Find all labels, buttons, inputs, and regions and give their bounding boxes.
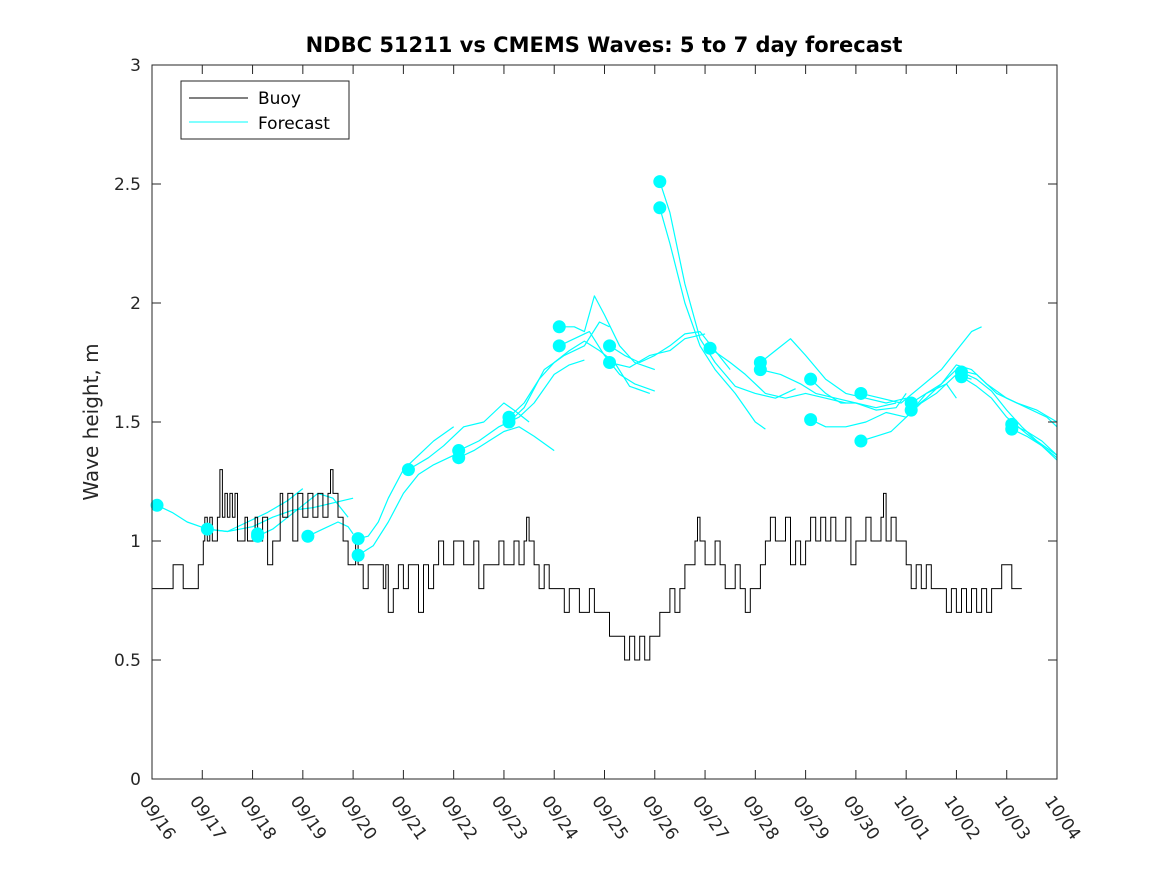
forecast-line: [508, 340, 650, 418]
legend-buoy-label: Buoy: [258, 89, 301, 109]
forecast-marker: [804, 372, 818, 386]
forecast-marker: [150, 498, 164, 512]
ticks-layer: [151, 64, 1058, 780]
forecast-line: [559, 295, 655, 371]
forecast-line: [307, 521, 354, 537]
forecast-marker: [653, 175, 667, 189]
forecast-line: [1011, 423, 1058, 456]
forecast-marker: [804, 413, 818, 427]
forecast-marker: [401, 463, 415, 477]
forecast-line: [910, 369, 1058, 423]
forecast-marker: [452, 451, 466, 465]
series-layer: [150, 175, 1058, 661]
forecast-marker: [502, 415, 516, 429]
forecast-line: [357, 426, 455, 540]
y-axis-title: Wave height, m: [79, 343, 103, 500]
forecast-line: [659, 207, 766, 430]
forecast-line: [559, 331, 656, 392]
legend: Buoy Forecast: [180, 80, 350, 140]
forecast-line: [1011, 428, 1058, 459]
y-tick-label: 0.5: [114, 651, 141, 671]
forecast-line: [458, 359, 585, 452]
forecast-line: [961, 371, 1058, 456]
forecast-line: [810, 378, 907, 411]
forecast-line: [760, 369, 897, 409]
y-tick-label: 2.5: [114, 175, 141, 195]
y-tick-label: 2: [130, 294, 141, 314]
forecast-marker: [200, 522, 214, 536]
forecast-marker: [351, 532, 365, 546]
forecast-marker: [301, 529, 315, 543]
forecast-line: [408, 402, 530, 471]
forecast-marker: [351, 548, 365, 562]
forecast-line: [357, 454, 454, 556]
plot-area: [150, 64, 1058, 780]
y-tick-label: 0: [130, 770, 141, 790]
y-tick-label: 1.5: [114, 413, 141, 433]
forecast-marker: [552, 339, 566, 353]
forecast-marker: [552, 320, 566, 334]
plot-background: [152, 65, 1057, 779]
forecast-marker: [854, 434, 868, 448]
forecast-marker: [753, 363, 767, 377]
legend-box: [180, 80, 350, 140]
forecast-line: [810, 383, 957, 428]
forecast-line: [760, 338, 907, 404]
chart-title: NDBC 51211 vs CMEMS Waves: 5 to 7 day fo…: [306, 33, 903, 57]
forecast-line: [458, 426, 555, 459]
buoy-line: [152, 469, 1022, 661]
forecast-line: [860, 326, 982, 404]
forecast-marker: [703, 341, 717, 355]
forecast-marker: [1005, 422, 1019, 436]
forecast-marker: [954, 370, 968, 384]
forecast-line: [609, 333, 706, 368]
y-tick-label: 3: [130, 56, 141, 76]
y-tick-label: 1: [130, 532, 141, 552]
forecast-line: [156, 497, 354, 533]
forecast-marker: [854, 386, 868, 400]
forecast-marker: [603, 356, 617, 369]
forecast-marker: [653, 201, 667, 215]
y-tick-labels: 0 0.5 1 1.5 2 2.5 3: [114, 56, 141, 790]
forecast-marker: [603, 339, 617, 353]
forecast-marker: [251, 527, 265, 541]
forecast-line: [709, 347, 846, 404]
legend-forecast-label: Forecast: [258, 114, 330, 134]
forecast-line: [508, 321, 610, 423]
forecast-line: [659, 181, 796, 399]
forecast-marker: [904, 403, 918, 417]
